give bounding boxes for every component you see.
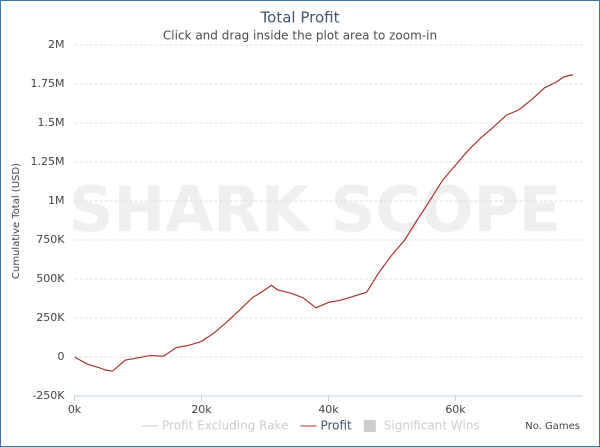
y-tick-label: 750K (36, 233, 65, 246)
profit-line (74, 74, 574, 372)
y-tick-label: 1.75M (31, 77, 65, 90)
y-tick-label: 1M (48, 194, 65, 207)
chart-title: Total Profit (260, 9, 340, 27)
y-tick-label: -250K (32, 389, 65, 402)
y-tick-label: 1.25M (31, 155, 65, 168)
x-tick-label: 0k (68, 403, 82, 416)
y-tick-label: 500K (36, 272, 65, 285)
x-tick-label: 60k (445, 403, 466, 416)
chart-subtitle: Click and drag inside the plot area to z… (163, 29, 437, 43)
legend-label[interactable]: Significant Wins (384, 419, 480, 433)
y-tick-label: 250K (36, 311, 65, 324)
legend-label[interactable]: Profit Excluding Rake (162, 419, 288, 433)
legend-symbol (363, 420, 376, 432)
x-tick-label: 40k (318, 403, 339, 416)
y-tick-label: 2M (48, 38, 65, 51)
watermark: SHARK SCOPE (69, 173, 562, 246)
legend-label[interactable]: Profit (320, 419, 352, 433)
y-axis-label: Cumulative Total (USD) (11, 163, 22, 279)
y-tick-label: 0 (58, 350, 65, 363)
x-axis-label: No. Games (525, 421, 580, 432)
y-tick-label: 1.5M (38, 116, 65, 129)
x-tick-label: 20k (191, 403, 212, 416)
